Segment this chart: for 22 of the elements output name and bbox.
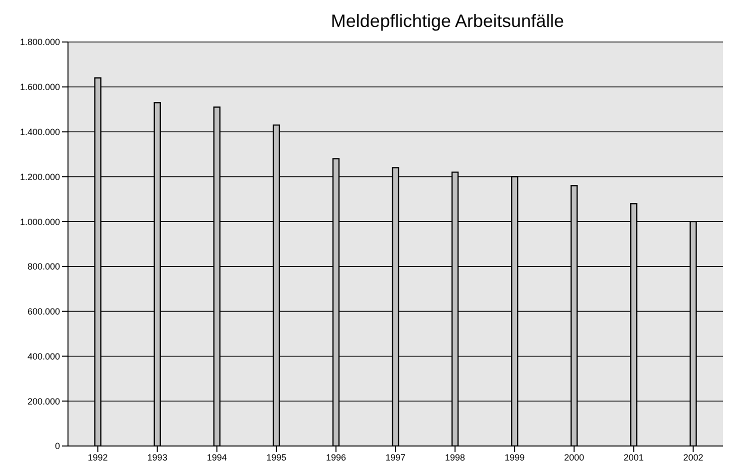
y-tick-label: 1.800.000 [20,37,60,48]
x-tick-label: 1993 [147,452,168,462]
x-tick-label: 1992 [88,452,108,462]
y-tick-label: 1.000.000 [20,216,60,227]
x-tick-label: 1998 [445,452,466,462]
y-tick-label: 1.600.000 [20,82,60,92]
y-tick-label: 0 [54,441,60,452]
y-tick-label: 400.000 [27,351,60,362]
x-tick-label: 1994 [206,452,227,462]
y-tick-label: 200.000 [27,396,60,406]
chart-title: Meldepflichtige Arbeitsunfälle [330,10,566,33]
x-tick-label: 2002 [683,452,704,462]
x-tick-label: 2001 [624,452,644,462]
y-tick-label: 1.400.000 [20,126,60,137]
x-tick-label: 2000 [564,452,584,462]
y-tick-label: 800.000 [27,262,60,272]
x-tick-label: 1997 [385,452,406,462]
x-tick-label: 1999 [504,452,525,462]
y-tick-label: 1.200.000 [20,172,60,182]
x-tick-label: 1995 [266,452,286,462]
x-tick-label: 1996 [326,452,346,462]
y-tick-label: 600.000 [27,306,60,317]
